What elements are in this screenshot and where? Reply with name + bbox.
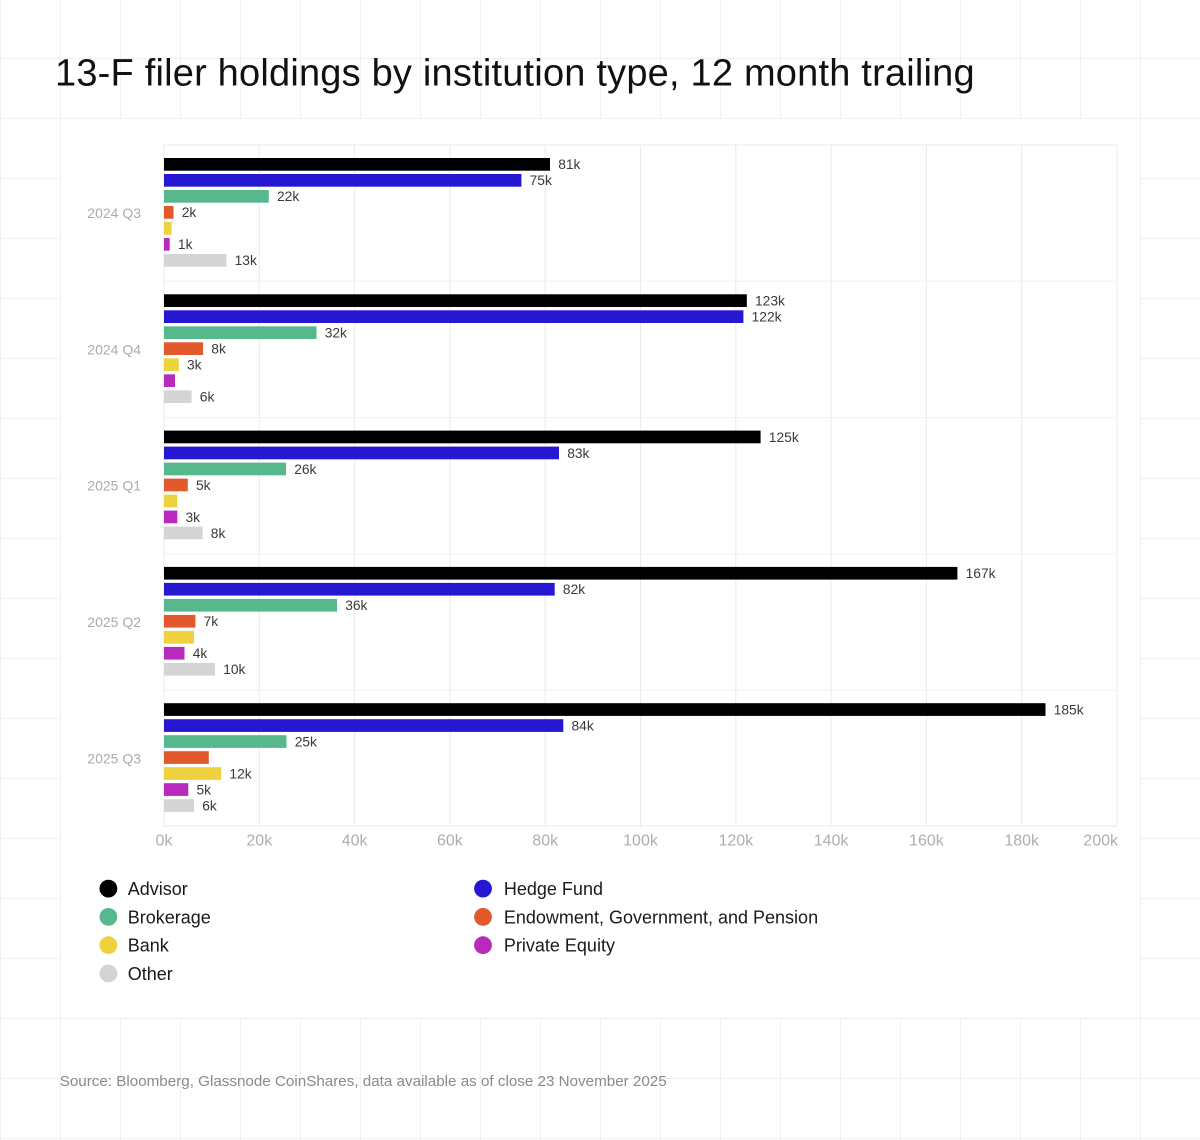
svg-text:32k: 32k [325, 326, 347, 341]
svg-text:8k: 8k [211, 526, 226, 541]
svg-text:125k: 125k [769, 430, 799, 445]
svg-text:Brokerage: Brokerage [128, 907, 211, 927]
svg-text:120k: 120k [718, 833, 754, 850]
svg-text:26k: 26k [294, 462, 316, 477]
svg-text:123k: 123k [755, 294, 785, 309]
svg-text:60k: 60k [437, 833, 464, 850]
svg-text:140k: 140k [814, 833, 850, 850]
svg-text:180k: 180k [1004, 833, 1040, 850]
svg-text:200k: 200k [1083, 833, 1119, 850]
svg-text:Source: Bloomberg, Glassnode C: Source: Bloomberg, Glassnode CoinShares,… [60, 1073, 667, 1090]
svg-text:81k: 81k [558, 157, 580, 172]
svg-text:Advisor: Advisor [128, 879, 188, 899]
svg-text:2k: 2k [182, 205, 197, 220]
svg-text:Bank: Bank [128, 936, 170, 956]
svg-text:0k: 0k [156, 833, 174, 850]
svg-text:22k: 22k [277, 189, 299, 204]
svg-text:8k: 8k [211, 342, 226, 357]
svg-text:75k: 75k [530, 173, 552, 188]
svg-text:Endowment, Government, and Pen: Endowment, Government, and Pension [504, 907, 818, 927]
svg-text:2025 Q1: 2025 Q1 [87, 478, 141, 494]
svg-text:40k: 40k [342, 833, 369, 850]
svg-text:25k: 25k [295, 734, 317, 749]
svg-text:12k: 12k [229, 766, 251, 781]
svg-text:4k: 4k [193, 646, 208, 661]
svg-text:Hedge Fund: Hedge Fund [504, 879, 603, 899]
svg-text:1k: 1k [178, 237, 193, 252]
svg-text:100k: 100k [623, 833, 659, 850]
svg-text:122k: 122k [752, 310, 782, 325]
svg-text:80k: 80k [532, 833, 559, 850]
svg-text:83k: 83k [567, 446, 589, 461]
svg-text:10k: 10k [223, 662, 245, 677]
svg-text:2024 Q4: 2024 Q4 [87, 341, 141, 357]
svg-text:3k: 3k [186, 510, 201, 525]
svg-text:167k: 167k [966, 566, 996, 581]
svg-text:2025 Q2: 2025 Q2 [87, 614, 141, 630]
svg-text:Private Equity: Private Equity [504, 936, 615, 956]
svg-text:7k: 7k [204, 614, 219, 629]
svg-text:6k: 6k [202, 798, 217, 813]
svg-text:6k: 6k [200, 390, 215, 405]
svg-text:2024 Q3: 2024 Q3 [87, 205, 141, 221]
svg-text:160k: 160k [909, 833, 945, 850]
svg-text:3k: 3k [187, 358, 202, 373]
svg-text:13k: 13k [235, 253, 257, 268]
svg-text:185k: 185k [1054, 702, 1084, 717]
svg-text:5k: 5k [196, 478, 211, 493]
svg-text:84k: 84k [572, 718, 594, 733]
svg-text:82k: 82k [563, 582, 585, 597]
svg-text:Other: Other [128, 964, 173, 984]
svg-text:5k: 5k [197, 782, 212, 797]
svg-text:20k: 20k [246, 833, 273, 850]
svg-text:36k: 36k [345, 598, 367, 613]
svg-text:2025 Q3: 2025 Q3 [87, 750, 141, 766]
svg-text:13-F filer holdings by institu: 13-F filer holdings by institution type,… [55, 53, 975, 95]
